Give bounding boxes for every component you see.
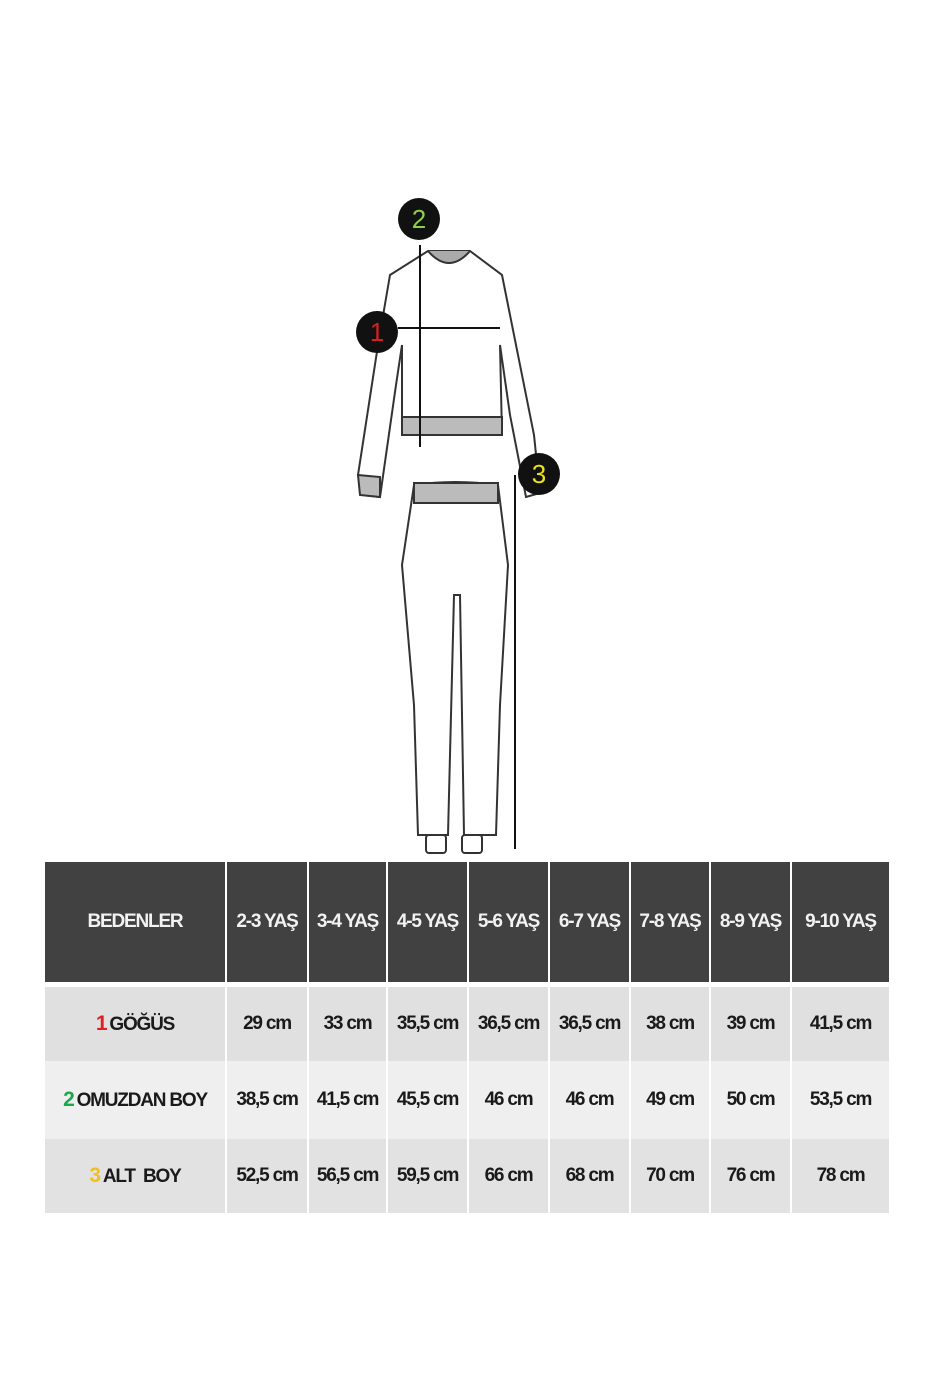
garment-illustration: 2 1 3 xyxy=(330,185,590,865)
measurement-value-cell: 29 cm xyxy=(226,984,309,1061)
header-size-column: 2-3 YAŞ xyxy=(226,862,309,987)
measurement-label: OMUZDAN BOY xyxy=(76,1090,209,1111)
measurement-value-cell: 52,5 cm xyxy=(226,1139,309,1213)
measurement-value-cell: 41,5 cm xyxy=(308,1061,388,1139)
table-row: 1 GÖĞÜS 29 cm 33 cm 35,5 cm 36,5 cm 36,5 cm 38 … xyxy=(45,984,891,1061)
header-size-column: 7-8 YAŞ xyxy=(630,862,711,987)
sweatshirt-and-pants-drawing xyxy=(356,245,542,854)
table-row: 2 OMUZDAN BOY 38,5 cm 41,5 cm 45,5 cm 46 cm 46… xyxy=(45,1061,891,1139)
measurement-value-cell: 46 cm xyxy=(468,1061,550,1139)
measurement-label-cell: 2 OMUZDAN BOY xyxy=(45,1061,227,1139)
measurement-number: 1 xyxy=(95,1012,108,1035)
measurement-value-cell: 66 cm xyxy=(468,1139,550,1213)
measurement-value-cell: 36,5 cm xyxy=(468,984,550,1061)
marker-1-badge: 1 xyxy=(356,311,398,353)
header-size-column: 5-6 YAŞ xyxy=(468,862,550,987)
measurement-value-cell: 59,5 cm xyxy=(387,1139,469,1213)
measurement-value-cell: 35,5 cm xyxy=(387,984,469,1061)
table-header-row: BEDENLER 2-3 YAŞ 3-4 YAŞ 4-5 YAŞ 5-6 YAŞ 6-7 … xyxy=(45,862,891,987)
header-sizes-label: BEDENLER xyxy=(45,862,227,987)
measurement-value-cell: 45,5 cm xyxy=(387,1061,469,1139)
measurement-value-cell: 41,5 cm xyxy=(791,984,891,1061)
header-size-column: 4-5 YAŞ xyxy=(387,862,469,987)
table-row: 3 ALT BOY 52,5 cm 56,5 cm 59,5 cm 66 cm 68 cm 7… xyxy=(45,1139,891,1213)
measurement-value-cell: 36,5 cm xyxy=(549,984,631,1061)
measurement-value-cell: 46 cm xyxy=(549,1061,631,1139)
measurement-label: ALT BOY xyxy=(102,1166,182,1187)
header-size-column: 6-7 YAŞ xyxy=(549,862,631,987)
measurement-number: 3 xyxy=(89,1164,101,1187)
header-size-column: 9-10 YAŞ xyxy=(791,862,891,987)
marker-number: 1 xyxy=(369,316,385,347)
measurement-value-cell: 38 cm xyxy=(630,984,711,1061)
measurement-label-cell: 1 GÖĞÜS xyxy=(45,984,227,1061)
size-chart-table: BEDENLER 2-3 YAŞ 3-4 YAŞ 4-5 YAŞ 5-6 YAŞ 6-7 … xyxy=(45,862,891,1213)
marker-number: 3 xyxy=(531,458,547,489)
header-size-column: 3-4 YAŞ xyxy=(308,862,388,987)
measurement-label-cell: 3 ALT BOY xyxy=(45,1139,227,1213)
marker-number: 2 xyxy=(411,203,427,234)
measurement-label: GÖĞÜS xyxy=(109,1014,175,1035)
measurement-value-cell: 33 cm xyxy=(308,984,388,1061)
measurement-value-cell: 70 cm xyxy=(630,1139,711,1213)
measurement-value-cell: 53,5 cm xyxy=(791,1061,891,1139)
measurement-value-cell: 50 cm xyxy=(710,1061,792,1139)
marker-2-badge: 2 xyxy=(398,198,440,240)
measurement-value-cell: 78 cm xyxy=(791,1139,891,1213)
measurement-value-cell: 76 cm xyxy=(710,1139,792,1213)
marker-3-badge: 3 xyxy=(518,453,560,495)
measurement-value-cell: 68 cm xyxy=(549,1139,631,1213)
measurement-value-cell: 56,5 cm xyxy=(308,1139,388,1213)
header-size-column: 8-9 YAŞ xyxy=(710,862,792,987)
measurement-number: 2 xyxy=(63,1088,75,1111)
measurement-value-cell: 39 cm xyxy=(710,984,792,1061)
measurement-value-cell: 49 cm xyxy=(630,1061,711,1139)
measurement-value-cell: 38,5 cm xyxy=(226,1061,309,1139)
